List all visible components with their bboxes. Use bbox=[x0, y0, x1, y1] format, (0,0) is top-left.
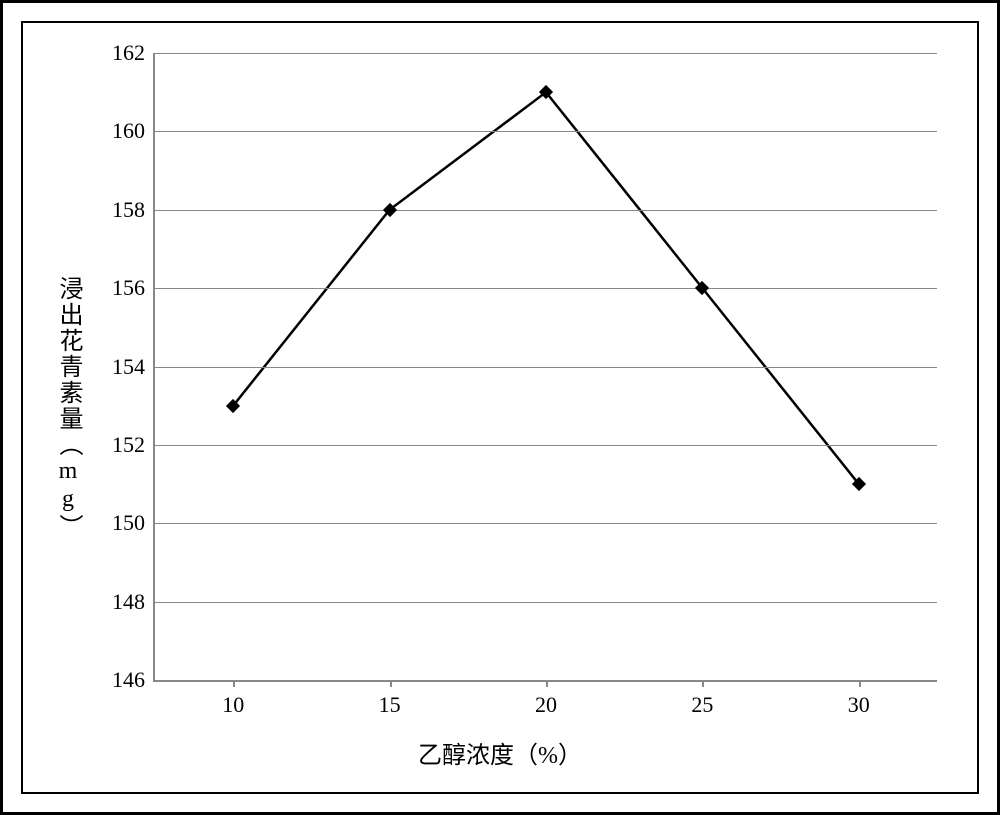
y-tick-label: 162 bbox=[112, 40, 145, 66]
gridline bbox=[155, 445, 937, 446]
gridline bbox=[155, 131, 937, 132]
x-tick-mark bbox=[702, 680, 704, 687]
gridline bbox=[155, 523, 937, 524]
plot-area: 1461481501521541561581601621015202530 bbox=[153, 53, 937, 682]
x-tick-mark bbox=[390, 680, 392, 687]
gridline bbox=[155, 602, 937, 603]
y-tick-label: 148 bbox=[112, 589, 145, 615]
inner-frame: 浸出花青素量（mg） 14614815015215415615816016210… bbox=[21, 21, 979, 794]
y-axis-title: 浸出花青素量（mg） bbox=[51, 276, 86, 540]
x-axis-title: 乙醇浓度（%） bbox=[418, 735, 582, 770]
x-tick-mark bbox=[546, 680, 548, 687]
gridline bbox=[155, 367, 937, 368]
gridline bbox=[155, 210, 937, 211]
y-tick-label: 152 bbox=[112, 432, 145, 458]
x-tick-label: 15 bbox=[379, 692, 401, 718]
y-axis-title-text: 浸出花青素量（mg） bbox=[55, 276, 81, 540]
y-tick-label: 150 bbox=[112, 510, 145, 536]
x-tick-mark bbox=[859, 680, 861, 687]
x-tick-label: 25 bbox=[691, 692, 713, 718]
gridline bbox=[155, 53, 937, 54]
x-tick-label: 30 bbox=[848, 692, 870, 718]
y-tick-label: 156 bbox=[112, 275, 145, 301]
y-tick-label: 154 bbox=[112, 354, 145, 380]
x-tick-label: 20 bbox=[535, 692, 557, 718]
outer-frame: 浸出花青素量（mg） 14614815015215415615816016210… bbox=[0, 0, 1000, 815]
y-tick-label: 158 bbox=[112, 197, 145, 223]
x-tick-label: 10 bbox=[222, 692, 244, 718]
gridline bbox=[155, 288, 937, 289]
y-tick-label: 146 bbox=[112, 667, 145, 693]
x-tick-mark bbox=[233, 680, 235, 687]
y-tick-label: 160 bbox=[112, 118, 145, 144]
chart-container: 浸出花青素量（mg） 14614815015215415615816016210… bbox=[23, 23, 977, 792]
